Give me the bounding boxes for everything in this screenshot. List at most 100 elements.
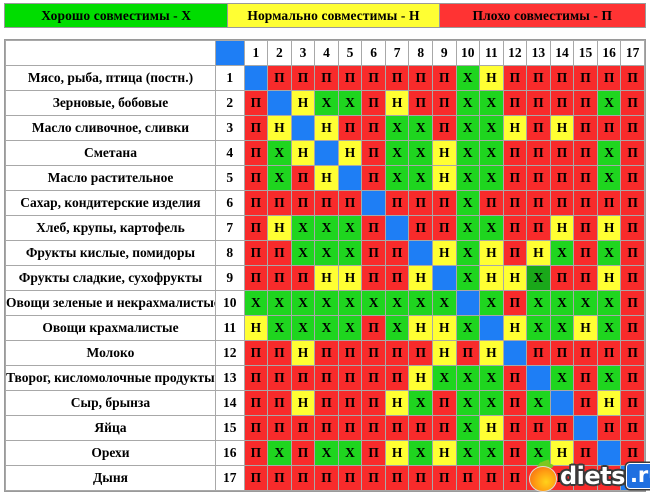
cell-r3-c12: Н bbox=[502, 115, 528, 141]
cell-r5-c7: Х bbox=[384, 165, 410, 191]
cell-r11-c3: Х bbox=[290, 315, 316, 341]
cell-r1-c17: П bbox=[620, 65, 645, 91]
cell-r1-c6: П bbox=[361, 65, 386, 91]
cell-r2-c4: Х bbox=[314, 90, 339, 116]
cell-r13-c2: П bbox=[267, 365, 292, 391]
cell-r4-c14: П bbox=[549, 140, 575, 166]
cell-r7-c9: П bbox=[431, 215, 457, 241]
cell-r13-c8: Н bbox=[408, 365, 433, 391]
cell-r14-c3: Н bbox=[290, 390, 316, 416]
cell-r5-c9: Н bbox=[431, 165, 457, 191]
legend-bad-compatible: Плохо совместимы - П bbox=[439, 4, 645, 27]
cell-r14-c7: Н bbox=[384, 390, 410, 416]
cell-r1-c4: П bbox=[314, 65, 339, 91]
table-row: Масло сливочное, сливки 3 П Н Н П П Х Х П Х Х Н П Н П П П bbox=[5, 115, 645, 141]
cell-r11-c10: Х bbox=[455, 315, 481, 341]
row-label-11: Овощи крахмалистые bbox=[5, 315, 216, 341]
cell-r1-c8: П bbox=[408, 65, 433, 91]
cell-r11-c16: Х bbox=[596, 315, 622, 341]
cell-r15-c11: Н bbox=[479, 415, 504, 441]
cell-r10-c9: Х bbox=[431, 290, 457, 316]
row-number-14: 14 bbox=[214, 390, 245, 416]
cell-r7-c4: Х bbox=[314, 215, 339, 241]
cell-r14-c15: П bbox=[573, 390, 598, 416]
cell-r3-c7: Х bbox=[384, 115, 410, 141]
cell-r1-c7: П bbox=[384, 65, 410, 91]
cell-r16-c12: П bbox=[502, 440, 528, 466]
cell-r16-c13: Х bbox=[526, 440, 551, 466]
cell-r9-c10: Х bbox=[455, 265, 481, 291]
cell-r11-c1: Н bbox=[243, 315, 269, 341]
cell-r11-c4: Х bbox=[314, 315, 339, 341]
row-label-8: Фрукты кислые, помидоры bbox=[5, 240, 216, 266]
cell-r6-c9: П bbox=[431, 190, 457, 216]
cell-r3-c14: Н bbox=[549, 115, 575, 141]
cell-r7-c14: Н bbox=[549, 215, 575, 241]
row-number-13: 13 bbox=[214, 365, 245, 391]
cell-r16-c1: П bbox=[243, 440, 269, 466]
cell-r9-c1: П bbox=[243, 265, 269, 291]
cell-r14-c4: П bbox=[314, 390, 339, 416]
cell-r12-c15: П bbox=[573, 340, 598, 366]
cell-r6-c2: П bbox=[267, 190, 292, 216]
cell-r2-c6: П bbox=[361, 90, 386, 116]
table-row: Хлеб, крупы, картофель 7 П Н Х Х Х П П П Х Х П П Н П Н П bbox=[5, 215, 645, 241]
cell-r12-c6: П bbox=[361, 340, 386, 366]
cell-r8-c10: Х bbox=[455, 240, 481, 266]
cell-r1-c11: Н bbox=[479, 65, 504, 91]
cell-r9-c14: П bbox=[549, 265, 575, 291]
row-label-14: Сыр, брынза bbox=[5, 390, 216, 416]
cell-r5-c4: Н bbox=[314, 165, 339, 191]
cell-r13-c6: П bbox=[361, 365, 386, 391]
cell-r3-c13: П bbox=[526, 115, 551, 141]
cell-r5-c10: Х bbox=[455, 165, 481, 191]
cell-r17-c7: П bbox=[384, 465, 410, 491]
cell-r4-c11: Х bbox=[479, 140, 504, 166]
cell-r4-c2: Х bbox=[267, 140, 292, 166]
cell-r16-c4: Х bbox=[314, 440, 339, 466]
cell-r10-c12: П bbox=[502, 290, 528, 316]
cell-r15-c6: П bbox=[361, 415, 386, 441]
column-header-17: 17 bbox=[620, 40, 645, 66]
cell-r8-c2: П bbox=[267, 240, 292, 266]
cell-r15-c13: П bbox=[526, 415, 551, 441]
cell-r15-c16: П bbox=[596, 415, 622, 441]
cell-r15-c12: П bbox=[502, 415, 528, 441]
cell-r10-c7: Х bbox=[384, 290, 410, 316]
cell-r7-c12: П bbox=[502, 215, 528, 241]
cell-r6-c3: П bbox=[290, 190, 316, 216]
table-row: Яйца 15 П П П П П П П П П Х Н П П П П П bbox=[5, 415, 645, 441]
cell-r17-c6: П bbox=[361, 465, 386, 491]
cell-r3-c9: П bbox=[431, 115, 457, 141]
cell-r7-c10: Х bbox=[455, 215, 481, 241]
cell-r17-c3: П bbox=[290, 465, 316, 491]
cell-r1-c1 bbox=[243, 65, 269, 91]
header-corner-label bbox=[5, 40, 216, 66]
cell-r13-c17: П bbox=[620, 365, 645, 391]
column-header-8: 8 bbox=[408, 40, 433, 66]
cell-r12-c5: П bbox=[337, 340, 363, 366]
cell-r15-c15 bbox=[573, 415, 598, 441]
table-row: Фрукты кислые, помидоры 8 П П Х Х Х П П Н Х Н П Н Х П Х П bbox=[5, 240, 645, 266]
cell-r15-c3: П bbox=[290, 415, 316, 441]
column-header-2: 2 bbox=[267, 40, 292, 66]
cell-r8-c17: П bbox=[620, 240, 645, 266]
cell-r1-c15: П bbox=[573, 65, 598, 91]
column-header-4: 4 bbox=[314, 40, 339, 66]
cell-r6-c1: П bbox=[243, 190, 269, 216]
cell-r3-c1: П bbox=[243, 115, 269, 141]
cell-r12-c16: П bbox=[596, 340, 622, 366]
table-row: Творог, кисломолочные продукты 13 П П П П П П П Н… bbox=[5, 365, 645, 391]
cell-r7-c6: П bbox=[361, 215, 386, 241]
cell-r7-c11: Х bbox=[479, 215, 504, 241]
cell-r9-c8: Н bbox=[408, 265, 433, 291]
cell-r8-c6: П bbox=[361, 240, 386, 266]
cell-r1-c16: П bbox=[596, 65, 622, 91]
cell-r15-c4: П bbox=[314, 415, 339, 441]
legend-bar: Хорошо совместимы - Х Нормально совмести… bbox=[4, 3, 646, 28]
row-number-12: 12 bbox=[214, 340, 245, 366]
cell-r13-c15: П bbox=[573, 365, 598, 391]
cell-r12-c14: П bbox=[549, 340, 575, 366]
cell-r8-c16: Х bbox=[596, 240, 622, 266]
cell-r8-c5: Х bbox=[337, 240, 363, 266]
